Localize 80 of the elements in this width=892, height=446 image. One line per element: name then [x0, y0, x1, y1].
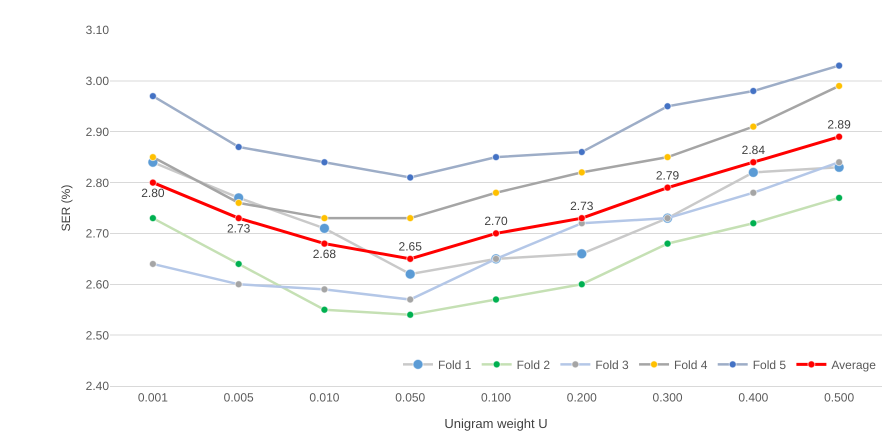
y-tick-label: 2.60 — [86, 277, 110, 292]
point — [320, 240, 328, 248]
point — [406, 214, 414, 222]
data-label: 2.89 — [827, 117, 852, 132]
point — [576, 248, 588, 260]
point — [406, 173, 414, 182]
point — [234, 198, 243, 207]
x-tick-label: 0.500 — [824, 390, 854, 404]
point — [234, 142, 243, 151]
x-tick-label: 0.300 — [652, 390, 683, 404]
x-tick-label: 0.001 — [138, 390, 168, 404]
data-label: 2.79 — [656, 168, 680, 182]
legend-label: Fold 3 — [595, 358, 630, 372]
y-axis-title: SER (%) — [58, 184, 73, 232]
point — [835, 62, 844, 70]
point — [148, 178, 157, 187]
point — [748, 166, 759, 178]
data-label: 2.68 — [312, 246, 336, 261]
x-tick-label: 0.050 — [395, 390, 426, 404]
legend-label: Fold 5 — [752, 358, 786, 372]
data-label: 2.65 — [398, 239, 422, 254]
point — [664, 240, 672, 248]
legend-label: Average — [831, 358, 876, 372]
point — [234, 260, 243, 268]
point — [404, 268, 416, 280]
point — [835, 82, 844, 90]
point — [406, 310, 414, 319]
point — [492, 296, 500, 304]
point — [492, 229, 500, 238]
legend-label: Fold 4 — [674, 358, 708, 372]
point — [835, 132, 844, 141]
point — [234, 280, 243, 288]
point — [749, 219, 758, 228]
point — [835, 194, 844, 202]
point — [406, 296, 414, 304]
x-tick-label: 0.100 — [480, 390, 512, 404]
data-label: 2.73 — [570, 198, 594, 213]
point — [148, 214, 157, 222]
y-tick-label: 2.90 — [86, 124, 110, 139]
x-tick-label: 0.400 — [738, 390, 769, 404]
point — [664, 153, 672, 162]
point — [578, 168, 586, 176]
y-tick-label: 3.10 — [86, 23, 110, 38]
data-label: 2.73 — [226, 222, 251, 236]
point — [234, 214, 243, 222]
x-tick-label: 0.005 — [224, 390, 254, 404]
point — [320, 285, 328, 294]
point — [664, 184, 672, 192]
point — [492, 153, 500, 162]
point — [148, 92, 157, 100]
point — [320, 214, 328, 222]
point — [492, 188, 500, 197]
x-axis-title: Unigram weight U — [444, 416, 548, 431]
point — [320, 158, 328, 166]
point — [320, 306, 328, 314]
point — [318, 222, 330, 234]
point — [835, 158, 844, 166]
point — [406, 254, 414, 263]
y-tick-label: 2.80 — [86, 176, 110, 190]
point — [749, 188, 758, 197]
y-tick-label: 2.50 — [86, 328, 110, 342]
point — [578, 280, 586, 288]
data-label: 2.84 — [742, 142, 766, 157]
point — [749, 158, 758, 166]
legend-label: Fold 2 — [516, 358, 550, 372]
x-tick-label: 0.200 — [566, 390, 598, 404]
point — [578, 214, 586, 222]
legend-label: Fold 1 — [438, 358, 472, 372]
point — [148, 260, 157, 268]
y-tick-label: 3.00 — [86, 74, 110, 88]
data-label: 2.70 — [484, 214, 508, 228]
point — [749, 122, 758, 131]
point — [664, 102, 672, 110]
y-tick-label: 2.70 — [86, 226, 110, 241]
x-tick-label: 0.010 — [309, 390, 340, 404]
y-tick-label: 2.40 — [86, 379, 110, 394]
data-label: 2.80 — [141, 186, 165, 200]
point — [578, 148, 586, 156]
point — [749, 87, 758, 96]
point — [148, 153, 157, 162]
